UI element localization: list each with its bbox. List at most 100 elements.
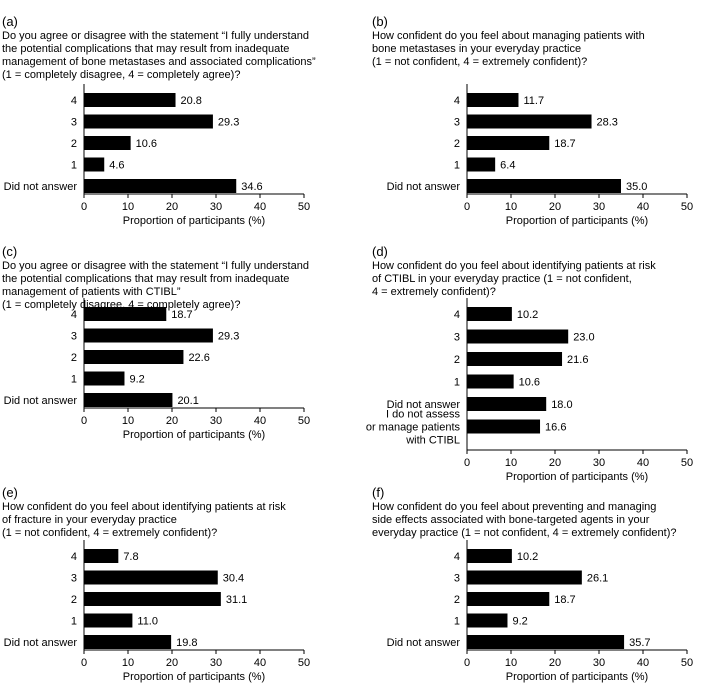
- category-label: 4: [71, 551, 77, 563]
- data-label: 11.0: [137, 616, 158, 628]
- category-label: 1: [71, 160, 77, 172]
- data-label: 29.3: [218, 331, 239, 343]
- data-label: 10.6: [519, 377, 540, 389]
- data-label: 29.3: [218, 117, 239, 129]
- data-label: 9.2: [129, 374, 144, 386]
- category-label: 1: [454, 160, 460, 172]
- panel-f-letter: (f): [372, 485, 385, 500]
- panel-d-caption: (d) How confident do you feel about iden…: [372, 232, 702, 299]
- x-tick-label: 40: [254, 657, 266, 669]
- data-label: 7.8: [123, 551, 138, 563]
- bar: [84, 371, 125, 386]
- x-tick-label: 0: [81, 201, 87, 213]
- category-label: 4: [71, 309, 77, 321]
- x-tick-label: 20: [549, 201, 561, 213]
- x-tick-label: 10: [122, 657, 134, 669]
- panel-d-question: How confident do you feel about identify…: [372, 260, 656, 298]
- x-tick-label: 10: [122, 201, 134, 213]
- category-label: 3: [454, 573, 460, 585]
- x-tick-label: 40: [254, 415, 266, 427]
- panel-b-letter: (b): [372, 14, 388, 29]
- data-label: 23.0: [573, 332, 594, 344]
- bar: [84, 93, 176, 107]
- x-axis-label: Proportion of participants (%): [123, 215, 265, 227]
- data-label: 11.7: [523, 95, 544, 107]
- panel-b-question: How confident do you feel about managing…: [372, 30, 645, 68]
- data-label: 10.2: [517, 551, 538, 563]
- panel-b-caption: (b) How confident do you feel about mana…: [372, 2, 702, 69]
- bar: [84, 350, 184, 364]
- category-label: Did not answer: [4, 637, 78, 649]
- x-tick-label: 20: [549, 657, 561, 669]
- data-label: 26.1: [587, 573, 608, 585]
- x-tick-label: 30: [593, 457, 605, 469]
- panel-d-letter: (d): [372, 244, 388, 259]
- bar: [84, 570, 218, 585]
- bar: [467, 635, 625, 649]
- category-label: 2: [454, 138, 460, 150]
- bar: [467, 329, 569, 344]
- bar: [84, 592, 221, 606]
- bar: [84, 613, 133, 628]
- bar: [84, 635, 172, 649]
- x-axis-label: Proportion of participants (%): [506, 215, 648, 227]
- panel-e-caption: (e) How confident do you feel about iden…: [2, 473, 347, 540]
- data-label: 4.6: [109, 160, 124, 172]
- panel-c-question: Do you agree or disagree with the statem…: [2, 260, 309, 311]
- bar: [467, 157, 496, 172]
- data-label: 22.6: [188, 352, 209, 364]
- category-label: 3: [71, 573, 77, 585]
- bar: [84, 549, 119, 563]
- plot-area: 10.2 4 23.0 3 21.6 2 10.6 1 18.0 Did not answer 16…: [366, 298, 693, 483]
- bar: [467, 307, 512, 321]
- x-tick-label: 10: [505, 201, 517, 213]
- panel-c-letter: (c): [2, 244, 18, 259]
- data-label: 21.6: [567, 354, 588, 366]
- category-label: Did not answer: [387, 181, 461, 193]
- x-tick-label: 50: [298, 201, 310, 213]
- category-label: 3: [454, 117, 460, 129]
- category-label: 4: [454, 95, 460, 107]
- category-label: 3: [454, 332, 460, 344]
- panel-d-chart: 10.2 4 23.0 3 21.6 2 10.6 1 18.0 Did not answer 16…: [366, 298, 693, 483]
- data-label: 20.8: [181, 95, 202, 107]
- x-tick-label: 0: [464, 201, 470, 213]
- x-tick-label: 20: [549, 457, 561, 469]
- x-tick-label: 50: [681, 657, 693, 669]
- panel-e-letter: (e): [2, 485, 18, 500]
- data-label: 20.1: [177, 395, 198, 407]
- x-tick-label: 40: [637, 657, 649, 669]
- x-tick-label: 0: [464, 457, 470, 469]
- bar: [84, 179, 237, 193]
- category-label: 3: [71, 117, 77, 129]
- category-label: 2: [454, 594, 460, 606]
- panel-a-letter: (a): [2, 14, 18, 29]
- bar: [84, 136, 131, 150]
- data-label: 10.6: [136, 138, 157, 150]
- bar: [467, 613, 508, 628]
- x-axis-label: Proportion of participants (%): [506, 471, 648, 483]
- x-tick-label: 40: [637, 201, 649, 213]
- x-tick-label: 50: [298, 657, 310, 669]
- x-axis-label: Proportion of participants (%): [123, 429, 265, 441]
- data-label: 19.8: [176, 637, 197, 649]
- category-label: 2: [454, 354, 460, 366]
- data-label: 18.7: [171, 309, 192, 321]
- x-tick-label: 50: [681, 201, 693, 213]
- bar: [84, 157, 105, 172]
- x-tick-label: 30: [593, 657, 605, 669]
- panel-a-question: Do you agree or disagree with the statem…: [2, 30, 316, 81]
- x-tick-label: 30: [210, 657, 222, 669]
- category-label: 2: [71, 594, 77, 606]
- x-tick-label: 50: [681, 457, 693, 469]
- category-label: 1: [454, 377, 460, 389]
- x-tick-label: 50: [298, 415, 310, 427]
